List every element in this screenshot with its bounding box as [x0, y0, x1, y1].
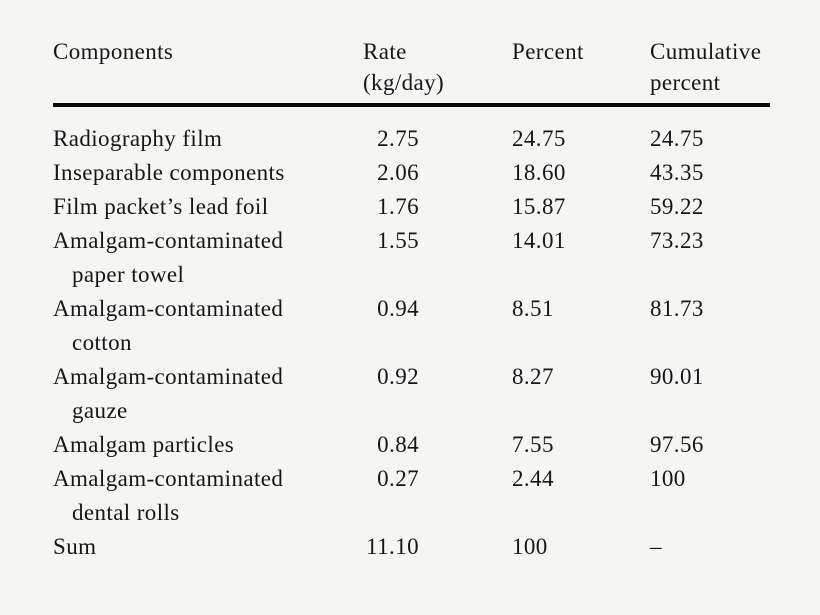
component-name: Inseparable components — [53, 160, 285, 185]
component-cell: Sum — [53, 530, 363, 564]
cumulative-cell: 97.56 — [650, 432, 704, 457]
rate-cell: 1.76 — [377, 194, 419, 219]
rate-cell: 1.55 — [377, 228, 419, 253]
cumulative-cell: 100 — [650, 466, 686, 491]
percent-cell: 2.44 — [512, 466, 554, 491]
component-name-line2: gauze — [72, 398, 128, 423]
component-cell: Amalgam-contaminated paper towel — [53, 224, 363, 292]
rate-cell: 0.84 — [377, 432, 419, 457]
component-name-line2: paper towel — [72, 262, 185, 287]
col-header-rate-line2: (kg/day) — [363, 70, 445, 95]
col-header-percent: Percent — [512, 36, 650, 107]
cumulative-cell: 59.22 — [650, 194, 704, 219]
col-header-components-label: Components — [53, 39, 174, 64]
percent-cell: 24.75 — [512, 126, 566, 151]
percent-cell: 7.55 — [512, 432, 554, 457]
col-header-rate-line1: Rate — [363, 39, 407, 64]
percent-cell: 18.60 — [512, 160, 566, 185]
component-name: Amalgam particles — [53, 432, 235, 457]
cumulative-dash: – — [650, 534, 662, 559]
table-row: Amalgam-contaminated cotton 0.94 8.51 81… — [53, 292, 770, 360]
percent-cell: 100 — [512, 534, 548, 559]
table-row: Amalgam-contaminated dental rolls 0.27 2… — [53, 462, 770, 530]
component-name: Amalgam-contaminated — [53, 364, 284, 389]
component-cell: Amalgam particles — [53, 428, 363, 462]
table-row: Amalgam-contaminated gauze 0.92 8.27 90.… — [53, 360, 770, 428]
component-cell: Radiography film — [53, 105, 363, 156]
col-header-cumulative-line2: percent — [650, 70, 721, 95]
percent-cell: 8.51 — [512, 296, 554, 321]
rate-cell: 11.10 — [366, 534, 419, 559]
col-header-percent-label: Percent — [512, 39, 584, 64]
table-row-sum: Sum 11.10 100 – — [53, 530, 770, 564]
component-name: Film packet’s lead foil — [53, 194, 269, 219]
rate-cell: 2.06 — [377, 160, 419, 185]
rate-cell: 0.94 — [377, 296, 419, 321]
col-header-cumulative-line1: Cumulative — [650, 39, 762, 64]
cumulative-cell: 43.35 — [650, 160, 704, 185]
table-row: Radiography film 2.75 24.75 24.75 — [53, 105, 770, 156]
table-row: Film packet’s lead foil 1.76 15.87 59.22 — [53, 190, 770, 224]
component-cell: Amalgam-contaminated dental rolls — [53, 462, 363, 530]
cumulative-cell: 90.01 — [650, 364, 704, 389]
component-name: Sum — [53, 534, 97, 559]
component-name-line2: cotton — [72, 330, 132, 355]
rate-cell: 0.27 — [377, 466, 419, 491]
component-cell: Amalgam-contaminated cotton — [53, 292, 363, 360]
component-cell: Amalgam-contaminated gauze — [53, 360, 363, 428]
component-cell: Film packet’s lead foil — [53, 190, 363, 224]
percent-cell: 8.27 — [512, 364, 554, 389]
rate-cell: 2.75 — [377, 126, 419, 151]
table-row: Amalgam particles 0.84 7.55 97.56 — [53, 428, 770, 462]
component-name: Amalgam-contaminated — [53, 466, 284, 491]
table-header: Components Rate (kg/day) Percent Cumulat… — [53, 36, 770, 107]
col-header-components: Components — [53, 36, 363, 107]
col-header-rate: Rate (kg/day) — [363, 36, 512, 107]
component-cell: Inseparable components — [53, 156, 363, 190]
percent-cell: 14.01 — [512, 228, 566, 253]
col-header-cumulative: Cumulative percent — [650, 36, 770, 107]
table-row: Amalgam-contaminated paper towel 1.55 14… — [53, 224, 770, 292]
component-name-line2: dental rolls — [72, 500, 180, 525]
component-name: Amalgam-contaminated — [53, 296, 284, 321]
percent-cell: 15.87 — [512, 194, 566, 219]
rate-cell: 0.92 — [377, 364, 419, 389]
cumulative-cell: 81.73 — [650, 296, 704, 321]
header-row: Components Rate (kg/day) Percent Cumulat… — [53, 36, 770, 107]
component-name: Radiography film — [53, 126, 223, 151]
waste-components-table: Components Rate (kg/day) Percent Cumulat… — [53, 36, 770, 564]
component-name: Amalgam-contaminated — [53, 228, 284, 253]
cumulative-cell: 24.75 — [650, 126, 704, 151]
table-row: Inseparable components 2.06 18.60 43.35 — [53, 156, 770, 190]
cumulative-cell: 73.23 — [650, 228, 704, 253]
table-body: Radiography film 2.75 24.75 24.75 Insepa… — [53, 105, 770, 564]
